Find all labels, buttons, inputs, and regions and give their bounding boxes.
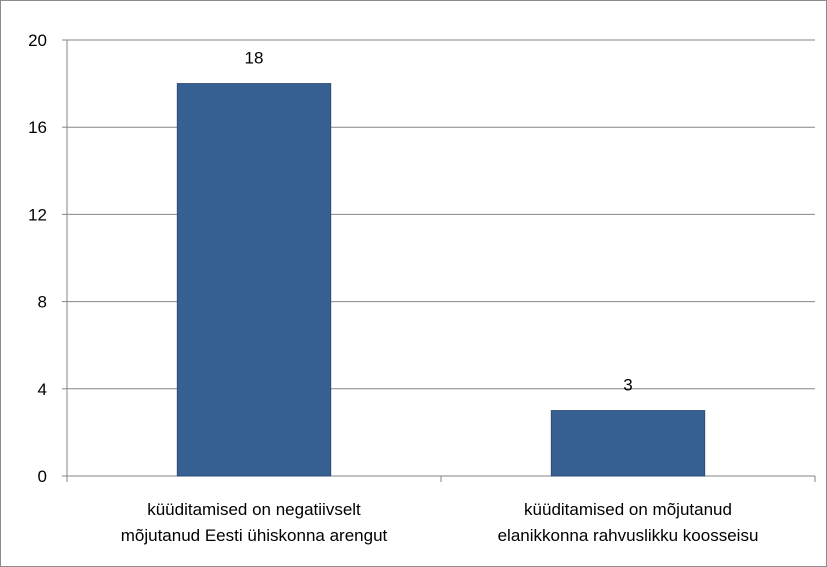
bar [176, 83, 332, 477]
y-tick-label: 12 [28, 205, 47, 224]
x-category-label: küüditamised on mõjutanud [524, 500, 732, 519]
y-tick-label: 4 [38, 380, 47, 399]
y-tick-label: 0 [38, 467, 47, 486]
y-tick-label: 16 [28, 118, 47, 137]
x-category-label: mõjutanud Eesti ühiskonna arengut [121, 526, 388, 545]
bars [176, 83, 706, 477]
bar [550, 410, 706, 477]
y-tick-label: 8 [38, 293, 47, 312]
x-category-label: elanikkonna rahvuslikku koosseisu [498, 526, 759, 545]
x-category-label: küüditamised on negatiivselt [147, 500, 361, 519]
labels: 0 4 8 12 16 20 18 küüditamised on negatiivselt m… [28, 31, 758, 545]
data-label: 3 [623, 376, 632, 395]
y-tick-label: 20 [28, 31, 47, 50]
data-label: 18 [245, 49, 264, 68]
